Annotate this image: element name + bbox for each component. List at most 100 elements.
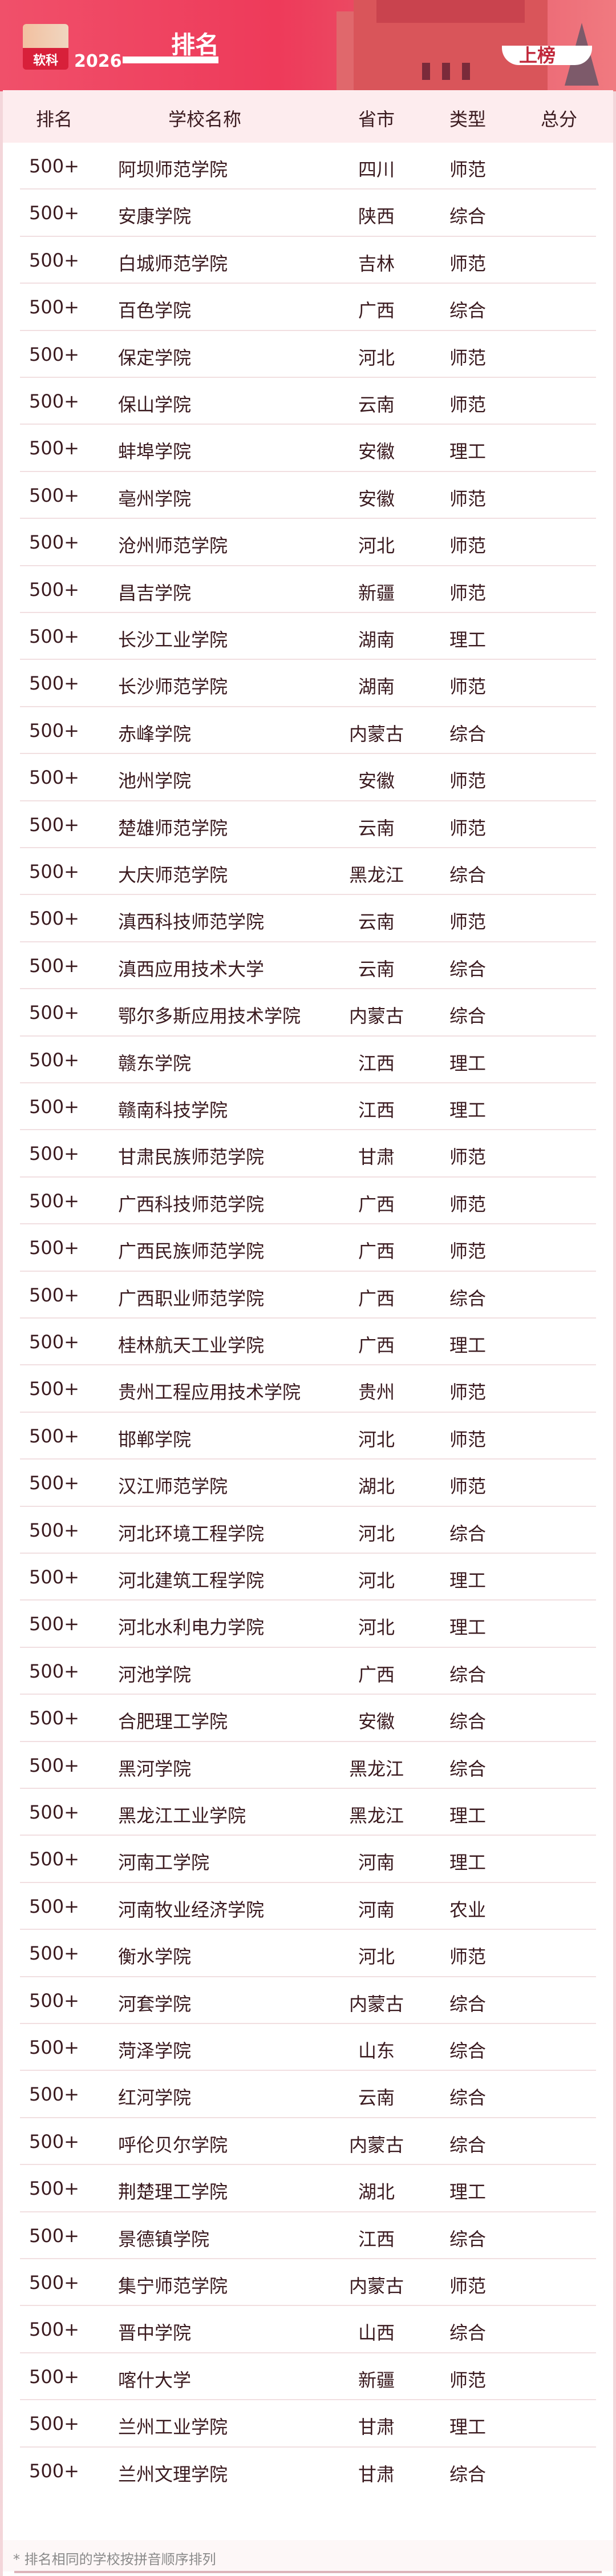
table-row[interactable]: 500+ 保定学院 河北 师范 [3,331,613,378]
type-cell: 师范 [449,394,486,416]
province-cell: 河北 [358,1522,395,1545]
table-row[interactable]: 500+ 长沙师范学院 湖南 师范 [3,660,613,707]
school-name-cell: 兰州文理学院 [118,2463,228,2485]
province-cell: 山东 [358,2040,395,2062]
type-cell: 师范 [449,1146,486,1168]
rank-cell: 500+ [29,1284,79,1306]
row-divider [20,1364,596,1366]
table-row[interactable]: 500+ 甘肃民族师范学院 甘肃 师范 [3,1130,613,1178]
rank-cell: 500+ [29,672,79,695]
table-row[interactable]: 500+ 滇西应用技术大学 云南 综合 [3,942,613,990]
province-cell: 广西 [358,1240,395,1263]
table-row[interactable]: 500+ 白城师范学院 吉林 师范 [3,237,613,284]
table-row[interactable]: 500+ 赣东学院 江西 理工 [3,1037,613,1083]
table-row[interactable]: 500+ 鄂尔多斯应用技术学院 内蒙古 综合 [3,989,613,1037]
rank-cell: 500+ [29,1049,79,1071]
table-row[interactable]: 500+ 河北建筑工程学院 河北 理工 [3,1554,613,1601]
type-cell: 理工 [449,1335,486,1356]
rank-cell: 500+ [29,1331,79,1353]
table-row[interactable]: 500+ 晋中学院 山西 综合 [3,2306,613,2353]
rank-cell: 500+ [29,1613,79,1635]
province-cell: 四川 [358,159,395,180]
table-row[interactable]: 500+ 昌吉学院 新疆 师范 [3,566,613,613]
table-row[interactable]: 500+ 广西职业师范学院 广西 综合 [3,1272,613,1319]
table-row[interactable]: 500+ 亳州学院 安徽 师范 [3,472,613,519]
province-cell: 广西 [358,1287,395,1309]
table-row[interactable]: 500+ 荆楚理工学院 湖北 理工 [3,2165,613,2212]
school-name-cell: 汉江师范学院 [118,1476,228,1498]
table-row[interactable]: 500+ 河北水利电力学院 河北 理工 [3,1601,613,1648]
row-divider [20,1740,596,1742]
province-cell: 黑龙江 [348,1805,404,1827]
school-name-cell: 河北水利电力学院 [118,1616,265,1639]
school-name-cell: 长沙师范学院 [118,676,228,698]
school-name-cell: 呼伦贝尔学院 [118,2134,228,2156]
table-row[interactable]: 500+ 合肥理工学院 安徽 综合 [3,1695,613,1742]
table-row[interactable]: 500+ 赤峰学院 内蒙古 综合 [3,707,613,755]
table-row[interactable]: 500+ 长沙工业学院 湖南 理工 [3,613,613,660]
row-divider [20,2022,596,2024]
table-row[interactable]: 500+ 黑河学院 黑龙江 综合 [3,1742,613,1789]
table-row[interactable]: 500+ 沧州师范学院 河北 师范 [3,519,613,566]
province-cell: 江西 [358,2228,395,2250]
table-row[interactable]: 500+ 广西民族师范学院 广西 师范 [3,1224,613,1272]
table-row[interactable]: 500+ 赣南科技学院 江西 理工 [3,1083,613,1131]
table-row[interactable]: 500+ 楚雄师范学院 云南 师范 [3,801,613,848]
table-row[interactable]: 500+ 大庆师范学院 黑龙江 综合 [3,848,613,896]
type-cell: 师范 [449,911,486,933]
table-row[interactable]: 500+ 呼伦贝尔学院 内蒙古 综合 [3,2118,613,2166]
school-name-cell: 昌吉学院 [118,582,192,604]
ranking-table: 排名 学校名称 省市 类型 总分 500+ 阿坝师范学院 四川 师范 500+ 安康学院陕… [3,90,613,2576]
table-row[interactable]: 500+ 邯郸学院 河北 师范 [3,1413,613,1460]
table-row[interactable]: 500+ 景德镇学院 江西 综合 [3,2212,613,2259]
province-cell: 河南 [358,1898,395,1921]
row-divider [20,706,596,707]
table-row[interactable]: 500+ 阿坝师范学院 四川 师范 [3,143,613,190]
row-divider [20,376,596,378]
table-row[interactable]: 500+ 河套学院 内蒙古 综合 [3,1977,613,2024]
table-row[interactable]: 500+ 百色学院 广西 综合 [3,284,613,331]
school-name-cell: 阿坝师范学院 [118,159,228,180]
table-row[interactable]: 500+ 河北环境工程学院 河北 综合 [3,1507,613,1554]
table-row[interactable]: 500+ 池州学院 安徽 师范 [3,754,613,801]
school-name-cell: 河南牧业经济学院 [118,1898,265,1921]
row-divider [20,659,596,660]
province-cell: 云南 [358,817,395,839]
table-row[interactable]: 500+ 河南牧业经济学院 河南 农业 [3,1883,613,1930]
table-row[interactable]: 500+ 衡水学院 河北 师范 [3,1930,613,1977]
rank-cell: 500+ [29,1002,79,1024]
table-row[interactable]: 500+ 河南工学院 河南 理工 [3,1836,613,1883]
year-label: 2026 [74,51,122,71]
table-row[interactable]: 500+ 安康学院 陕西 综合 [3,190,613,237]
rank-cell: 500+ [29,767,79,789]
table-row[interactable]: 500+ 桂林航天工业学院 广西 理工 [3,1319,613,1366]
school-name-cell: 兰州工业学院 [118,2416,228,2438]
province-cell: 河北 [358,535,395,557]
table-row[interactable]: 500+ 兰州文理学院 甘肃 综合 [3,2448,613,2494]
table-row[interactable]: 500+ 红河学院 云南 综合 [3,2071,613,2118]
footnote: * 排名相同的学校按拼音顺序排列 [13,2551,216,2567]
footnote-area: * 排名相同的学校按拼音顺序排列 [3,2540,613,2571]
province-cell: 河南 [358,1852,395,1874]
table-row[interactable]: 500+ 兰州工业学院 甘肃 理工 [3,2400,613,2448]
table-row[interactable]: 500+ 喀什大学 新疆 师范 [3,2353,613,2401]
table-row[interactable]: 500+ 河池学院 广西 综合 [3,1648,613,1695]
school-name-cell: 黑龙江工业学院 [118,1805,246,1827]
type-cell: 综合 [449,300,486,322]
table-row[interactable]: 500+ 汉江师范学院 湖北 师范 [3,1460,613,1507]
table-row[interactable]: 500+ 黑龙江工业学院 黑龙江 理工 [3,1789,613,1836]
row-divider [20,753,596,755]
table-row[interactable]: 500+ 广西科技师范学院 广西 师范 [3,1178,613,1225]
province-cell: 内蒙古 [348,723,404,745]
table-row[interactable]: 500+ 保山学院 云南 师范 [3,378,613,425]
table-row[interactable]: 500+ 蚌埠学院 安徽 理工 [3,425,613,472]
province-cell: 山西 [358,2322,395,2344]
rank-cell: 500+ [29,1895,79,1917]
table-row[interactable]: 500+ 集宁师范学院 内蒙古 师范 [3,2259,613,2307]
table-row[interactable]: 500+ 菏泽学院 山东 综合 [3,2024,613,2071]
row-divider [20,2305,596,2307]
province-cell: 湖南 [358,676,395,698]
table-row[interactable]: 500+ 滇西科技师范学院 云南 师范 [3,895,613,942]
table-row[interactable]: 500+ 贵州工程应用技术学院 贵州 师范 [3,1365,613,1413]
row-divider [20,941,596,942]
